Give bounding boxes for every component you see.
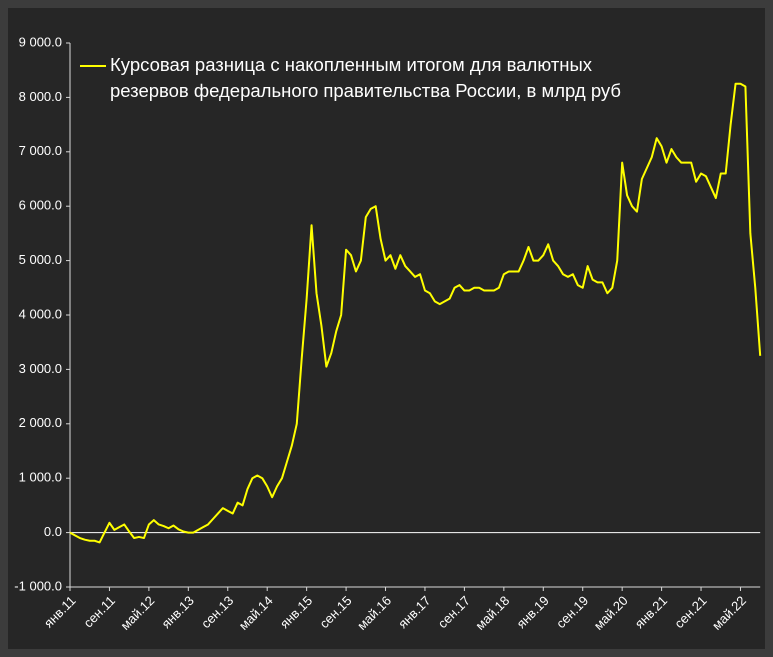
y-tick-label: 6 000.0 xyxy=(19,198,62,213)
series-line xyxy=(69,82,762,544)
y-tick-label: -1 000.0 xyxy=(14,578,62,593)
y-tick-label: 3 000.0 xyxy=(19,361,62,376)
plot-background xyxy=(8,8,765,649)
y-tick-label: 9 000.0 xyxy=(19,34,62,49)
y-tick-label: 4 000.0 xyxy=(19,306,62,321)
y-tick-label: 8 000.0 xyxy=(19,89,62,104)
y-tick-label: 1 000.0 xyxy=(19,470,62,485)
y-tick-label: 7 000.0 xyxy=(19,143,62,158)
legend: Курсовая разница с накопленным итогом дл… xyxy=(110,52,650,104)
y-tick-label: 0.0 xyxy=(44,524,62,539)
y-tick-label: 2 000.0 xyxy=(19,415,62,430)
legend-label: Курсовая разница с накопленным итогом дл… xyxy=(110,54,621,101)
y-tick-label: 5 000.0 xyxy=(19,252,62,267)
